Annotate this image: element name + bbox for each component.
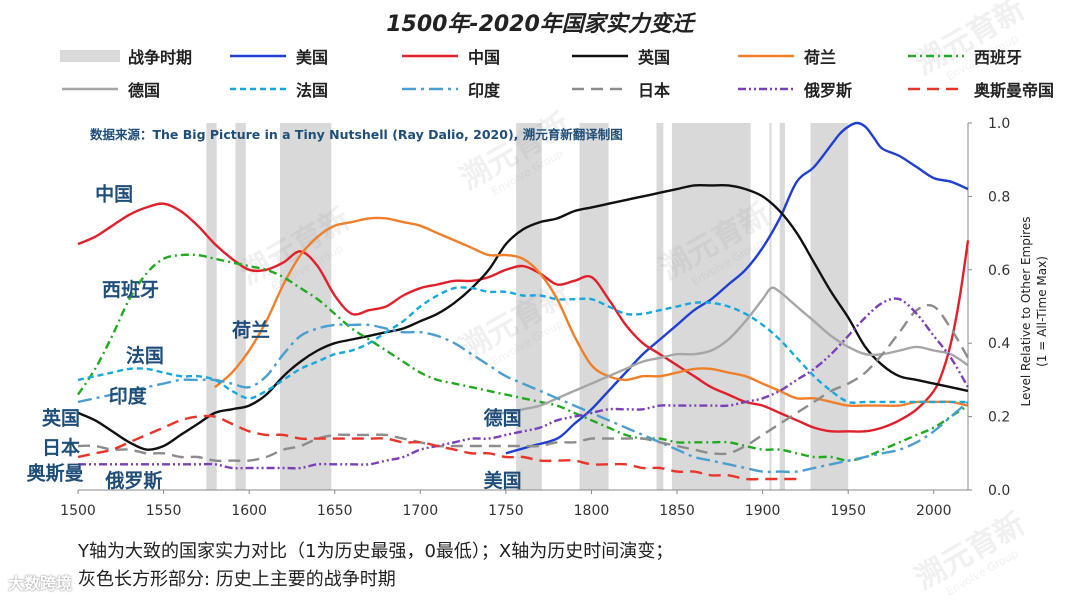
war-band-4 (579, 123, 609, 490)
annotation-germany: 德国 (484, 407, 522, 430)
series-line-india (77, 323, 969, 474)
legend-item-netherlands: 荷兰 (736, 44, 836, 68)
legend-label-france: 法国 (296, 81, 329, 100)
footnote-line-2: 灰色长方形部分: 历史上主要的战争时期 (78, 569, 396, 590)
annotation-usa: 美国 (484, 469, 522, 492)
series-line-uk (77, 183, 969, 451)
legend-label-ottoman: 奥斯曼帝国 (974, 81, 1055, 100)
x-tick-label-2000: 2000 (916, 503, 952, 519)
series-line-france (77, 286, 968, 404)
war-band-5 (656, 123, 664, 490)
x-tick-label-1750: 1750 (488, 503, 524, 519)
series-line-ottoman (77, 414, 797, 481)
series-line-japan (77, 303, 970, 463)
series-lines (77, 121, 970, 481)
war-band-7 (769, 123, 772, 490)
legend: 战争时期 美国 中国 英国 荷兰 西班牙德国 法国 印度 日本 俄罗斯 奥斯曼帝国 (60, 44, 1080, 108)
legend-label-china: 中国 (468, 48, 501, 67)
annotation-china: 中国 (95, 183, 133, 206)
legend-swatch-ottoman (908, 87, 964, 91)
annotation-ottoman: 奥斯曼 (27, 462, 84, 485)
legend-label-netherlands: 荷兰 (804, 48, 837, 67)
annotation-russia: 俄罗斯 (104, 469, 162, 492)
legend-swatch-japan (572, 87, 628, 91)
war-band-9 (810, 123, 849, 490)
legend-label-usa: 美国 (296, 48, 329, 67)
legend-item-russia: 俄罗斯 (736, 77, 852, 101)
footnote-line-1: Y轴为大致的国家实力对比（1为历史最强，0最低）；X轴为历史时间演变； (78, 541, 674, 562)
series-line-russia (77, 297, 970, 470)
legend-item-war: 战争时期 (60, 44, 192, 68)
legend-swatch-netherlands (738, 54, 794, 58)
legend-swatch-germany (62, 87, 118, 91)
legend-label-russia: 俄罗斯 (804, 81, 853, 100)
legend-swatch-usa (230, 54, 286, 58)
legend-item-india: 印度 (400, 77, 500, 101)
legend-label-war: 战争时期 (128, 48, 193, 67)
legend-label-india: 印度 (468, 81, 501, 100)
chart-title: 1500年-2020年国家实力变迁 (386, 12, 694, 37)
legend-swatch-russia (738, 87, 794, 91)
corner-watermark-text: 大数跨境 (8, 574, 73, 593)
y-axis-label-line-2: (1 = All-Time Max) (1035, 256, 1049, 367)
legend-item-uk: 英国 (570, 44, 670, 68)
annotation-spain: 西班牙 (102, 278, 159, 301)
y-tick-label-5: 1.0 (988, 116, 1010, 132)
y-tick-label-0: 0.0 (988, 483, 1010, 499)
war-band-1 (235, 123, 246, 490)
legend-swatch-india (402, 87, 458, 91)
legend-label-uk: 英国 (638, 48, 671, 67)
war-band-8 (779, 123, 785, 490)
legend-label-japan: 日本 (638, 81, 671, 100)
source-note: 数据来源：The Big Picture in a Tiny Nutshell … (89, 127, 623, 142)
y-tick-label-2: 0.4 (988, 336, 1010, 352)
war-band-0 (206, 123, 217, 490)
x-tick-label-1800: 1800 (574, 503, 610, 519)
x-tick-label-1900: 1900 (745, 503, 781, 519)
legend-item-japan: 日本 (570, 77, 670, 101)
y-tick-label-4: 0.8 (988, 189, 1010, 205)
legend-swatch-war (60, 50, 120, 62)
legend-swatch-china (402, 54, 458, 58)
legend-item-germany: 德国 (60, 77, 160, 101)
annotation-netherlands: 荷兰 (232, 319, 270, 342)
series-line-netherlands (214, 216, 969, 408)
legend-label-germany: 德国 (128, 81, 161, 100)
y-axis-label-line-1: Level Relative to Other Empires (1019, 217, 1033, 407)
x-tick-label-1850: 1850 (659, 503, 695, 519)
legend-item-china: 中国 (400, 44, 500, 68)
footnote: Y轴为大致的国家实力对比（1为历史最强，0最低）；X轴为历史时间演变； 灰色长方… (78, 538, 1038, 594)
annotation-japan: 日本 (42, 436, 80, 459)
x-tick-label-1650: 1650 (317, 503, 353, 519)
legend-item-spain: 西班牙 (906, 44, 1022, 68)
legend-label-spain: 西班牙 (974, 48, 1023, 67)
war-band-2 (279, 123, 332, 490)
x-tick-label-1600: 1600 (231, 503, 267, 519)
x-tick-label-1500: 1500 (60, 503, 96, 519)
x-tick-label-1550: 1550 (146, 503, 182, 519)
annotation-france: 法国 (126, 344, 164, 367)
legend-item-usa: 美国 (228, 44, 328, 68)
annotation-uk: 英国 (42, 407, 80, 430)
series-line-usa (505, 121, 969, 455)
x-tick-label-1700: 1700 (402, 503, 438, 519)
y-tick-label-1: 0.2 (988, 410, 1010, 426)
x-tick-label-1950: 1950 (830, 503, 866, 519)
legend-item-france: 法国 (228, 77, 328, 101)
series-line-spain (77, 253, 969, 462)
war-band-6 (671, 123, 751, 490)
legend-swatch-uk (572, 54, 628, 58)
annotation-india: 印度 (109, 385, 148, 408)
legend-swatch-shape-war (60, 50, 120, 62)
legend-item-ottoman: 奥斯曼帝国 (906, 77, 1054, 101)
y-tick-label-3: 0.6 (988, 263, 1010, 279)
